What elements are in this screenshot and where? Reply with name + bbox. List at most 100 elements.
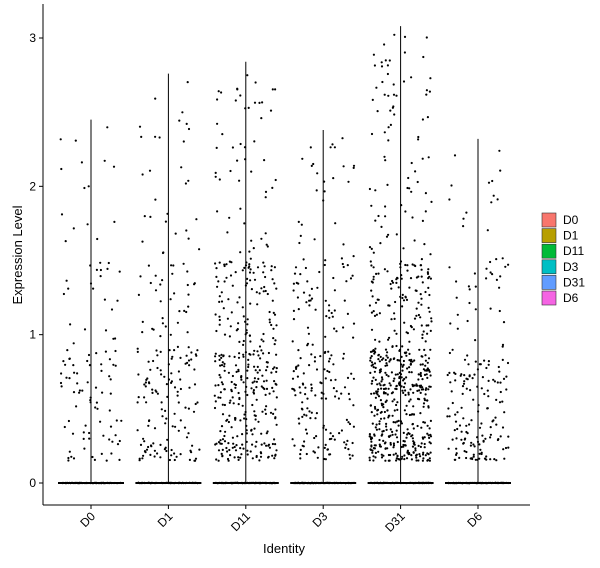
data-point xyxy=(427,156,430,159)
data-point xyxy=(332,276,335,280)
data-point xyxy=(108,358,111,361)
data-point xyxy=(460,406,463,409)
data-point xyxy=(147,360,150,363)
data-point xyxy=(391,345,394,348)
data-point xyxy=(419,386,422,389)
data-point xyxy=(395,281,398,284)
data-point xyxy=(313,360,316,363)
data-point xyxy=(221,438,225,441)
data-point xyxy=(394,387,397,390)
data-point xyxy=(454,413,457,416)
data-point xyxy=(389,109,392,112)
data-point xyxy=(489,260,492,264)
data-point xyxy=(304,428,308,431)
data-point xyxy=(381,433,384,436)
data-point xyxy=(371,350,374,353)
data-point xyxy=(136,401,139,404)
data-point xyxy=(65,376,68,379)
data-point xyxy=(329,379,333,382)
data-point xyxy=(95,268,98,271)
data-point xyxy=(402,247,405,250)
data-point xyxy=(446,415,449,418)
data-point xyxy=(343,386,347,389)
data-point xyxy=(403,409,406,412)
data-point xyxy=(372,366,375,369)
data-point xyxy=(273,457,276,460)
data-point xyxy=(302,383,305,386)
data-point xyxy=(94,406,97,409)
data-point xyxy=(68,450,71,453)
data-point xyxy=(415,459,418,462)
data-point xyxy=(404,263,407,267)
data-point xyxy=(299,273,302,276)
data-point xyxy=(495,459,498,462)
data-point xyxy=(227,371,230,374)
data-point xyxy=(401,455,404,458)
data-point xyxy=(195,218,198,221)
data-point xyxy=(152,442,155,445)
data-point xyxy=(264,275,267,279)
data-point xyxy=(218,354,221,357)
data-point xyxy=(164,409,167,412)
data-point xyxy=(463,450,466,453)
data-point xyxy=(224,430,227,433)
data-point xyxy=(395,429,398,432)
data-point xyxy=(393,329,396,332)
data-point xyxy=(378,312,381,315)
data-point xyxy=(139,443,143,446)
data-point xyxy=(248,271,252,274)
data-point xyxy=(198,248,201,251)
data-point xyxy=(389,434,392,437)
data-point xyxy=(370,280,373,283)
data-point xyxy=(411,263,414,266)
data-point xyxy=(451,348,454,351)
data-point xyxy=(333,146,336,149)
data-point xyxy=(246,318,249,321)
data-point xyxy=(343,299,346,302)
data-point xyxy=(405,354,408,357)
data-point xyxy=(237,458,240,461)
data-point xyxy=(324,335,327,338)
data-point xyxy=(155,349,158,352)
data-point xyxy=(259,455,263,458)
data-point xyxy=(247,365,250,369)
data-point xyxy=(414,170,417,173)
data-point xyxy=(377,272,380,275)
data-point xyxy=(234,449,238,452)
data-point xyxy=(400,457,403,460)
data-point xyxy=(368,304,371,307)
data-point xyxy=(170,357,173,360)
data-point xyxy=(302,291,306,294)
data-point xyxy=(196,401,199,404)
data-point xyxy=(410,76,413,79)
data-point xyxy=(496,381,499,384)
data-point xyxy=(405,436,408,439)
data-point xyxy=(418,348,421,351)
data-point xyxy=(229,169,232,173)
data-point xyxy=(320,397,323,400)
data-point xyxy=(93,458,96,461)
data-point xyxy=(387,338,390,341)
data-point xyxy=(460,430,463,433)
data-point xyxy=(106,126,109,129)
data-point xyxy=(173,349,176,352)
data-point xyxy=(377,450,380,453)
data-point xyxy=(81,389,84,392)
data-point xyxy=(309,146,312,149)
data-point xyxy=(416,397,420,400)
data-point xyxy=(185,436,189,439)
data-point xyxy=(349,277,353,280)
data-point xyxy=(387,375,390,378)
data-point xyxy=(255,440,258,443)
data-point xyxy=(501,343,505,346)
data-point xyxy=(160,373,163,376)
data-point xyxy=(494,416,497,419)
data-point xyxy=(405,404,408,407)
data-point xyxy=(351,454,354,457)
data-point xyxy=(234,364,238,367)
data-point xyxy=(188,364,191,367)
data-point xyxy=(214,352,217,355)
data-point xyxy=(427,286,430,289)
data-point xyxy=(264,408,267,411)
data-point xyxy=(226,231,229,234)
